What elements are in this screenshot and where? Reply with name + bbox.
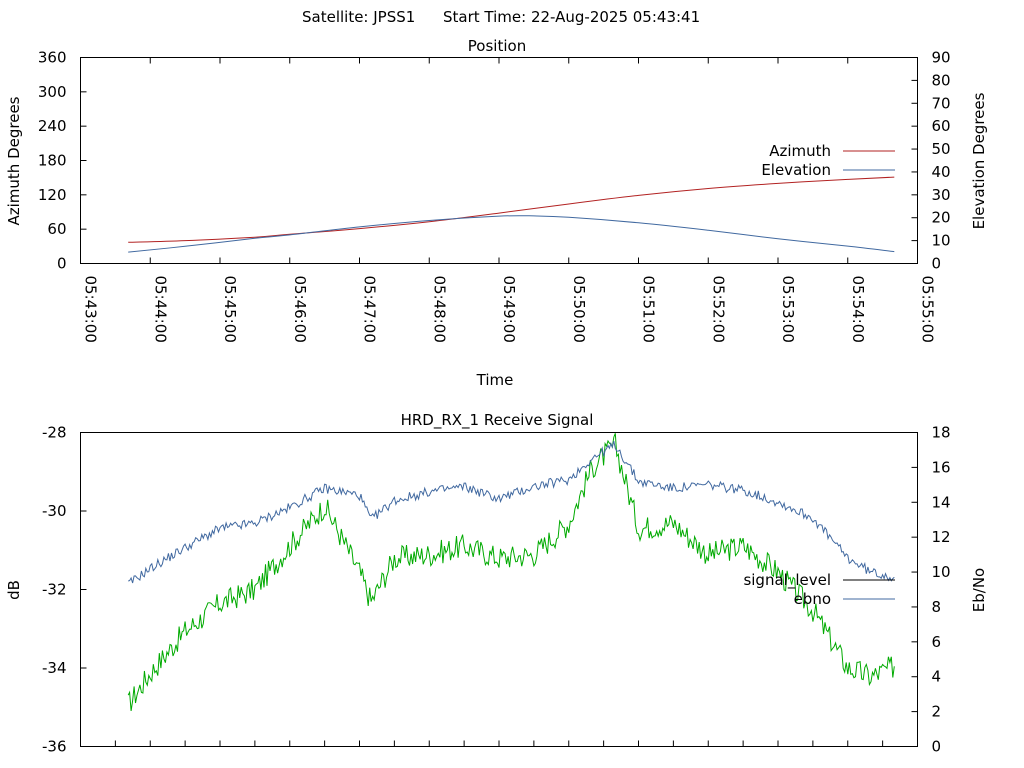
ebno-series-line bbox=[128, 440, 895, 584]
azimuth-tick-label: 60 bbox=[47, 220, 66, 238]
azimuth-tick-label: 360 bbox=[38, 49, 67, 67]
time-tick-label: 05:55:00 bbox=[919, 276, 937, 343]
time-tick-label: 05:47:00 bbox=[361, 276, 379, 343]
receive-signal-y-axis: -36 -34 -32 -30 -28 bbox=[42, 424, 87, 756]
legend-ebno-label: ebno bbox=[794, 590, 831, 608]
azimuth-tick-label: 240 bbox=[38, 117, 67, 135]
time-tick-label: 05:50:00 bbox=[570, 276, 588, 343]
db-tick-label: -36 bbox=[42, 738, 67, 756]
green-series-line bbox=[127, 433, 895, 711]
receive-signal-plot-frame bbox=[80, 432, 918, 747]
time-tick-label: 05:49:00 bbox=[500, 276, 518, 343]
elevation-tick-label: 90 bbox=[932, 49, 951, 67]
time-tick-label: 05:51:00 bbox=[640, 276, 658, 343]
position-y-axis: 0 60 120 180 240 300 360 bbox=[38, 49, 87, 273]
ebno-tick-label: 2 bbox=[932, 703, 942, 721]
elevation-tick-label: 60 bbox=[932, 117, 951, 135]
position-y-axis-label: Azimuth Degrees bbox=[5, 96, 23, 225]
receive-signal-chart-title: HRD_RX_1 Receive Signal bbox=[401, 411, 594, 430]
ebno-tick-label: 4 bbox=[932, 668, 942, 686]
elevation-tick-label: 70 bbox=[932, 94, 951, 112]
ebno-tick-label: 10 bbox=[932, 563, 951, 581]
ebno-tick-label: 12 bbox=[932, 528, 951, 546]
satellite-label: Satellite: JPSS1 bbox=[302, 8, 415, 26]
ebno-tick-label: 6 bbox=[932, 633, 942, 651]
elevation-tick-label: 0 bbox=[932, 255, 942, 273]
time-tick-label: 05:53:00 bbox=[779, 276, 797, 343]
elevation-tick-label: 30 bbox=[932, 186, 951, 204]
receive-signal-x-axis bbox=[80, 740, 918, 747]
legend-elevation-label: Elevation bbox=[761, 161, 831, 179]
legend-azimuth-label: Azimuth bbox=[769, 142, 831, 160]
elevation-series-line bbox=[128, 215, 895, 253]
receive-signal-legend: signal_level ebno bbox=[743, 571, 895, 608]
time-tick-label: 05:48:00 bbox=[430, 276, 448, 343]
elevation-tick-label: 50 bbox=[932, 140, 951, 158]
receive-signal-y2-axis-label: Eb/No bbox=[970, 568, 988, 612]
time-tick-label: 05:45:00 bbox=[221, 276, 239, 343]
time-tick-label: 05:43:00 bbox=[82, 276, 100, 343]
receive-signal-chart: HRD_RX_1 Receive Signal -36-34-32-30-28 … bbox=[5, 411, 988, 756]
position-y2-axis: 0 10 20 30 40 50 60 70 80 90 bbox=[911, 49, 951, 273]
azimuth-tick-label: 0 bbox=[57, 255, 67, 273]
azimuth-series-line bbox=[128, 176, 895, 243]
receive-signal-y-axis-label: dB bbox=[5, 580, 23, 600]
db-tick-label: -30 bbox=[42, 502, 67, 520]
azimuth-tick-label: 120 bbox=[38, 186, 67, 204]
elevation-tick-label: 80 bbox=[932, 71, 951, 89]
ebno-tick-label: 14 bbox=[932, 493, 951, 511]
elevation-tick-label: 20 bbox=[932, 209, 951, 227]
position-chart-title: Position bbox=[468, 37, 526, 55]
time-tick-label: 05:54:00 bbox=[849, 276, 867, 343]
ebno-tick-label: 16 bbox=[932, 458, 951, 476]
start-time-label: Start Time: 22-Aug-2025 05:43:41 bbox=[443, 8, 700, 26]
elevation-tick-label: 40 bbox=[932, 163, 951, 181]
db-tick-label: -32 bbox=[42, 581, 67, 599]
time-tick-label: 05:52:00 bbox=[709, 276, 727, 343]
time-tick-label: 05:44:00 bbox=[151, 276, 169, 343]
azimuth-tick-label: 180 bbox=[38, 152, 67, 170]
legend-signal-level-label: signal_level bbox=[743, 571, 831, 590]
elevation-tick-label: 10 bbox=[932, 232, 951, 250]
ebno-tick-label: 0 bbox=[932, 738, 942, 756]
position-x-axis: 05:43:00 05:44:00 05:45:00 05:46:00 05:47:00… bbox=[80, 57, 937, 343]
position-chart: Position 0 60 120 180 240 300 360 0 10 20 30 40 50 6… bbox=[5, 37, 988, 389]
position-y2-axis-label: Elevation Degrees bbox=[970, 92, 988, 229]
azimuth-tick-label: 300 bbox=[38, 83, 67, 101]
receive-signal-y2-axis: 0 2 4 6 8 10 12 14 16 18 bbox=[911, 424, 951, 756]
time-tick-label: 05:46:00 bbox=[291, 276, 309, 343]
ebno-tick-label: 8 bbox=[932, 598, 942, 616]
position-legend: Azimuth Elevation bbox=[761, 142, 895, 179]
ebno-tick-label: 18 bbox=[932, 424, 951, 442]
position-x-axis-label: Time bbox=[476, 371, 514, 389]
db-tick-label: -34 bbox=[42, 659, 67, 677]
db-tick-label: -28 bbox=[42, 424, 67, 442]
